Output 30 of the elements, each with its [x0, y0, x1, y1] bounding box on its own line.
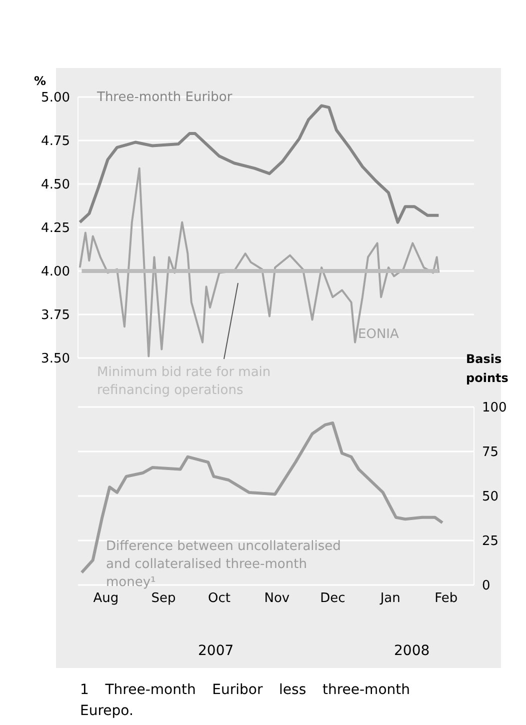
line-series: [80, 422, 444, 574]
y-tick-label: 5.00: [41, 90, 70, 106]
x-tick-label: Sep: [151, 591, 176, 606]
text: 1 Three-month Euribor less three-month Eurepo.: [80, 681, 410, 721]
x-tick-label: Aug: [93, 591, 119, 606]
x-tick-label: Jan: [379, 591, 400, 606]
line-series: [78, 104, 440, 224]
y-tick-label: 4.75: [41, 134, 70, 150]
y-axis-title: %: [34, 73, 48, 90]
x-tick-label: Dec: [320, 591, 346, 606]
y2-axis-title: Basis points: [466, 351, 510, 387]
x-tick-label: Oct: [208, 591, 231, 606]
y2-tick-label: 100: [482, 400, 507, 416]
y-tick-label: 3.50: [41, 352, 70, 367]
series-label: Difference between uncollateralised and collateralised three-month money¹: [106, 538, 342, 592]
x-tick-label: Feb: [434, 591, 458, 606]
y2-tick-label: 50: [482, 490, 499, 505]
y-tick-label: 3.75: [41, 308, 70, 324]
y-tick-label: 4.50: [41, 178, 70, 193]
y-tick-label: 4.25: [41, 221, 70, 236]
y2-tick-label: 25: [482, 534, 499, 550]
text: Three-month Euribor: [97, 89, 234, 107]
y2-tick-label: 75: [482, 445, 499, 460]
y2-tick-label: 0: [482, 578, 490, 594]
line-series: [78, 167, 440, 358]
y-tick-label: 4.00: [41, 264, 70, 280]
text: 2008: [394, 642, 431, 661]
text: 2007: [198, 642, 235, 661]
x-tick-label: Nov: [264, 591, 290, 606]
series-label: EONIA: [358, 326, 400, 344]
